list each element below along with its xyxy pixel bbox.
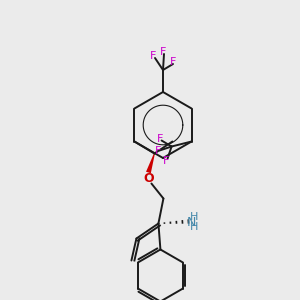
Text: F: F [170, 57, 176, 67]
Polygon shape [146, 153, 155, 173]
Text: F: F [150, 51, 156, 61]
Text: F: F [162, 155, 169, 166]
Text: F: F [156, 134, 163, 143]
Text: F: F [160, 47, 166, 57]
Text: F: F [154, 146, 161, 155]
Text: N: N [186, 216, 196, 229]
Text: H: H [189, 212, 198, 223]
Text: O: O [143, 172, 154, 185]
Text: H: H [189, 223, 198, 232]
